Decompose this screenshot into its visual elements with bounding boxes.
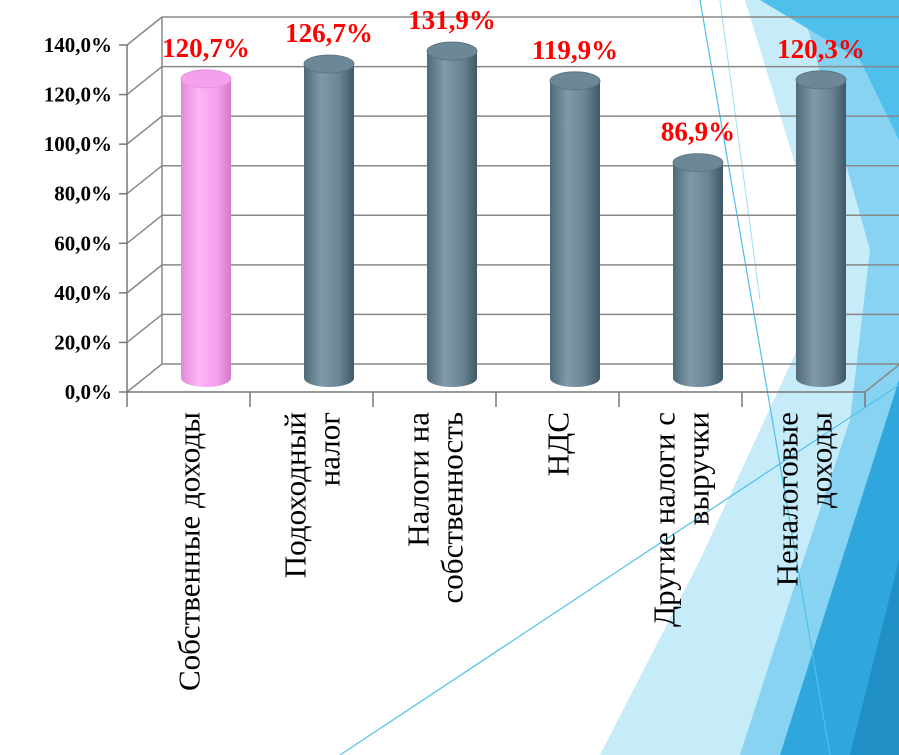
data-labels: 120,7% 126,7% 131,9% 119,9% 86,9% 120,3% [162,5,865,147]
svg-text:Налоги на: Налоги на [401,412,436,547]
bar [303,54,355,388]
gridline [126,164,899,195]
x-tick-label: Подоходный налог [278,412,347,578]
data-label: 120,3% [777,34,865,64]
x-axis-labels: Собственные доходы Подоходный налог Налоги … [172,412,839,691]
y-tick-label: 40,0% [54,281,112,305]
data-label: 131,9% [408,5,496,35]
bar [549,71,601,388]
gridline [126,264,899,294]
svg-text:собственность: собственность [435,412,470,603]
data-label: 119,9% [532,35,618,65]
x-tick-label: Налоги на собственность [401,412,470,604]
x-tick-label: Собственные доходы [172,412,207,691]
y-tick-label: 20,0% [54,330,112,354]
svg-text:доходы: доходы [804,412,839,508]
gridline [126,115,899,145]
svg-text:Неналоговые: Неналоговые [770,412,805,586]
y-tick-label: 120,0% [44,83,112,107]
x-tick-label: Другие налоги с выручки [647,412,716,627]
chart-grid [119,16,899,407]
chart-bars [180,41,847,388]
y-axis-ticks: 0,0% 20,0% 40,0% 60,0% 80,0% 100,0% 120,0% 140,… [44,33,112,404]
bar [426,41,478,388]
x-tick-label: НДС [541,412,576,476]
y-tick-label: 100,0% [44,132,112,156]
gridline [126,16,899,46]
y-tick-label: 140,0% [44,33,112,57]
svg-text:налог: налог [312,412,347,486]
gridline [126,363,899,393]
svg-text:НДС: НДС [541,412,576,476]
y-tick-label: 80,0% [54,182,112,206]
bar [180,69,232,387]
y-tick-label: 0,0% [65,380,112,404]
x-tick-label: Неналоговые доходы [770,412,839,587]
svg-text:Подоходный: Подоходный [278,412,313,578]
gridline [126,214,899,244]
bar [672,153,724,387]
gridline [126,65,899,96]
data-label: 120,7% [162,33,250,63]
svg-text:Другие налоги с: Другие налоги с [647,412,682,627]
y-tick-label: 60,0% [54,231,112,255]
bar [795,70,847,388]
gridline [126,313,899,344]
data-label: 86,9% [661,117,735,147]
data-label: 126,7% [285,18,373,48]
svg-text:Собственные доходы: Собственные доходы [172,412,207,691]
svg-text:выручки: выручки [681,412,716,525]
floor-right-edge [864,363,899,393]
